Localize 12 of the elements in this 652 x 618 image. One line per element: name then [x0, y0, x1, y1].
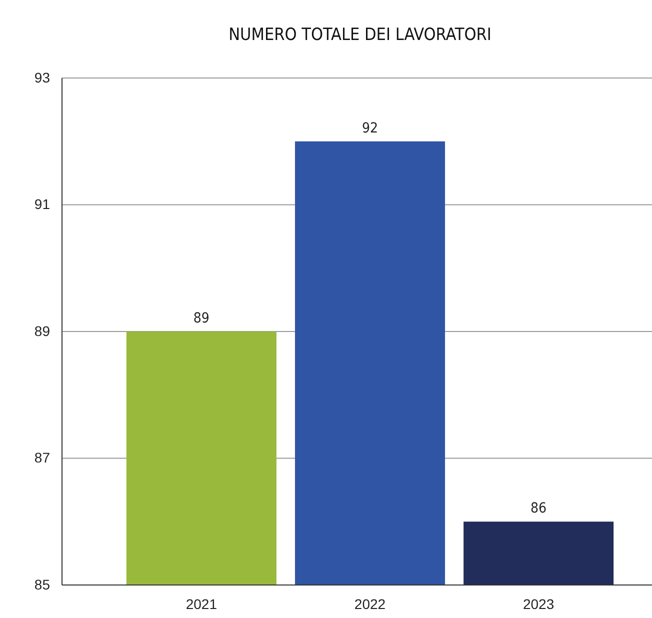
x-tick-label: 2021 — [186, 596, 218, 612]
data-label: 86 — [530, 500, 547, 517]
x-tick-label: 2023 — [522, 596, 554, 612]
data-label: 92 — [362, 120, 378, 136]
data-label: 89 — [193, 310, 210, 326]
y-tick-label: 93 — [34, 69, 50, 86]
y-tick-label: 89 — [34, 322, 50, 339]
y-tick-label: 91 — [34, 196, 50, 212]
y-tick-label: 87 — [34, 450, 50, 466]
chart-title: NUMERO TOTALE DEI LAVORATORI — [228, 25, 492, 45]
y-tick-label: 85 — [34, 576, 50, 592]
x-tick-label: 2022 — [354, 596, 386, 612]
